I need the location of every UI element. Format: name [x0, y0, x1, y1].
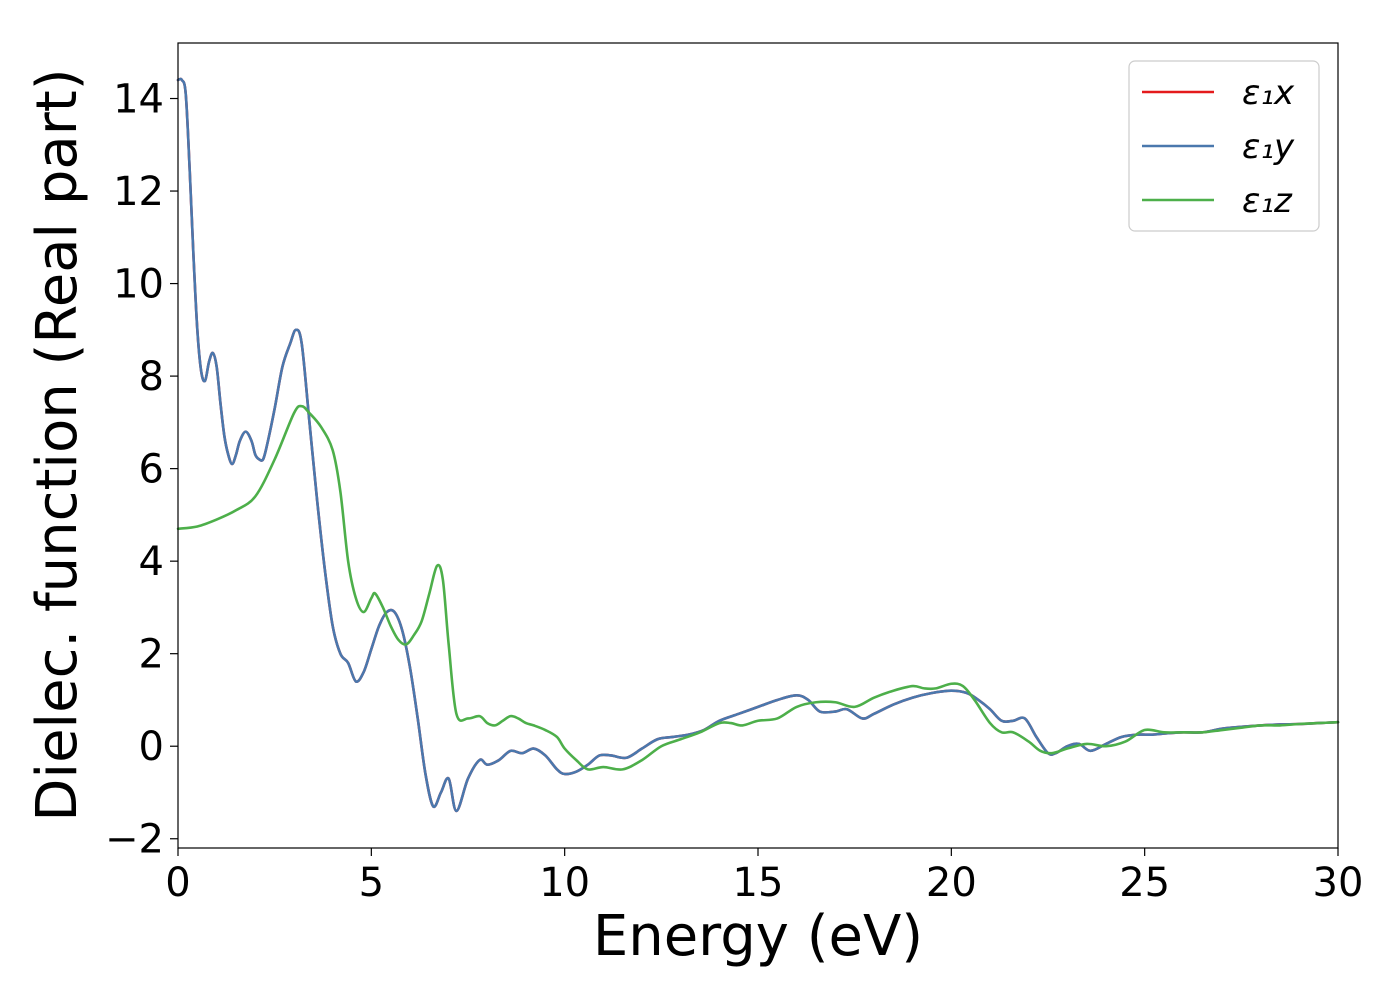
x-tick-label-1: 5	[359, 860, 384, 906]
y-tick-label-3: 4	[139, 539, 164, 585]
x-tick-label-6: 30	[1313, 860, 1364, 906]
y-tick-label-2: 2	[139, 632, 164, 678]
x-tick-label-0: 0	[165, 860, 190, 906]
y-tick-label-1: 0	[139, 724, 164, 770]
legend-label-1: ε₁y	[1242, 127, 1295, 167]
x-axis-label: Energy (eV)	[593, 904, 923, 969]
x-tick-label-2: 10	[539, 860, 590, 906]
y-tick-label-5: 8	[139, 354, 164, 400]
x-tick-label-4: 20	[926, 860, 977, 906]
x-axis-ticks: 0 5 10 15 20 25 30	[165, 848, 1363, 906]
x-tick-label-3: 15	[733, 860, 784, 906]
y-tick-label-7: 12	[113, 169, 164, 215]
legend-label-0: ε₁x	[1242, 73, 1295, 113]
y-axis-ticks: −2 0 2 4 6 8 10 12 14	[105, 77, 178, 863]
y-tick-label-0: −2	[105, 817, 164, 863]
legend-box	[1128, 60, 1320, 232]
y-tick-label-6: 10	[113, 262, 164, 308]
y-tick-label-4: 6	[139, 447, 164, 493]
legend-label-2: ε₁z	[1242, 181, 1293, 221]
series-layer	[176, 77, 1340, 813]
legend: ε₁x ε₁y ε₁z	[1128, 60, 1320, 232]
series-line-2	[176, 404, 1340, 771]
y-axis-label: Dielec. function (Real part)	[25, 68, 90, 821]
legend-entries: ε₁x ε₁y ε₁z	[1142, 73, 1295, 221]
y-tick-label-8: 14	[113, 77, 164, 123]
x-tick-label-5: 25	[1119, 860, 1170, 906]
